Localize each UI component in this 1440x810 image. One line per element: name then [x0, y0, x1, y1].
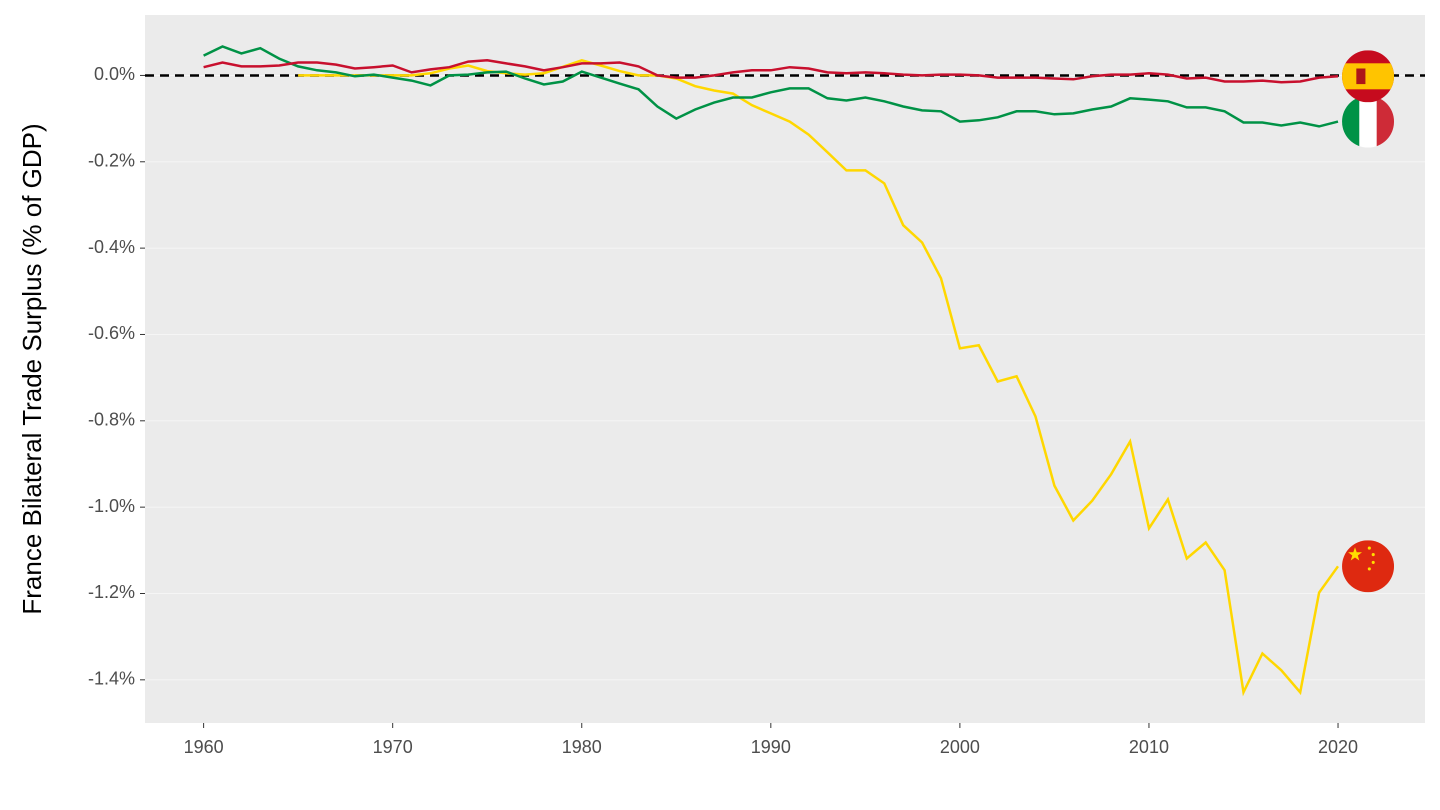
- x-tick-label: 1960: [184, 737, 224, 757]
- flag-stripe: [1342, 95, 1360, 148]
- plot-background: [145, 15, 1425, 723]
- flag-field: [1342, 540, 1395, 593]
- y-tick-label: 0.0%: [94, 64, 135, 84]
- y-axis-title: France Bilateral Trade Surplus (% of GDP…: [17, 123, 47, 614]
- flag-star: [1367, 567, 1371, 571]
- flag-star: [1348, 547, 1362, 561]
- x-tick-label: 2020: [1318, 737, 1358, 757]
- flag-stripe: [1376, 95, 1395, 148]
- series-line: [203, 59, 1339, 84]
- flag-star: [1371, 560, 1375, 564]
- x-tick-label: 2000: [940, 737, 980, 757]
- x-tick-label: 1990: [751, 737, 791, 757]
- flag-emblem: [1356, 68, 1366, 85]
- y-tick-label: -1.4%: [88, 669, 135, 689]
- y-tick-label: -1.0%: [88, 496, 135, 516]
- flag-star: [1371, 553, 1375, 557]
- x-tick-label: 1970: [373, 737, 413, 757]
- series-line: [298, 58, 1340, 697]
- flag-icon: [1342, 50, 1395, 103]
- x-tick-label: 2010: [1129, 737, 1169, 757]
- flag-icon: [1342, 95, 1395, 148]
- flag-stripe: [1359, 95, 1377, 148]
- y-tick-label: -1.2%: [88, 582, 135, 602]
- flag-star: [1367, 546, 1371, 550]
- series-line: [203, 45, 1339, 128]
- flag-icon: [1342, 540, 1395, 593]
- y-tick-label: -0.8%: [88, 410, 135, 430]
- x-tick-label: 1980: [562, 737, 602, 757]
- y-tick-label: -0.2%: [88, 151, 135, 171]
- flag-stripe: [1342, 63, 1395, 90]
- y-tick-label: -0.4%: [88, 237, 135, 257]
- y-tick-label: -0.6%: [88, 323, 135, 343]
